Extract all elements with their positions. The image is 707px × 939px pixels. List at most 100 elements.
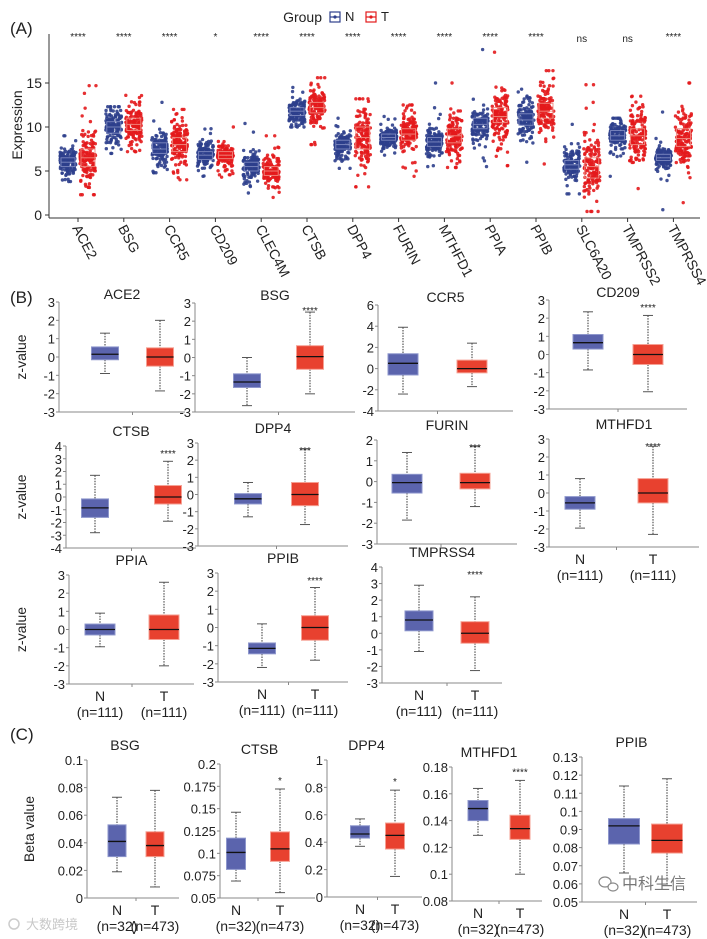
data-point bbox=[541, 80, 545, 85]
data-point bbox=[503, 88, 507, 92]
data-point bbox=[242, 172, 246, 177]
normal-box bbox=[391, 451, 423, 521]
tumor-box bbox=[584, 157, 600, 179]
data-point bbox=[311, 117, 316, 121]
data-point bbox=[611, 125, 615, 129]
y-axis-label: z-value bbox=[13, 334, 29, 379]
data-point bbox=[412, 174, 416, 178]
group-label-t: T bbox=[391, 901, 400, 917]
data-point bbox=[678, 157, 682, 162]
box bbox=[154, 485, 182, 505]
data-point bbox=[491, 139, 495, 143]
gene-group-tmprss2 bbox=[608, 94, 648, 222]
tumor-box bbox=[80, 148, 96, 168]
data-point bbox=[70, 158, 75, 162]
data-point bbox=[657, 144, 662, 148]
data-point bbox=[225, 147, 229, 151]
data-point bbox=[298, 97, 302, 101]
data-point bbox=[641, 105, 645, 109]
data-point bbox=[302, 125, 306, 129]
data-point bbox=[175, 122, 179, 127]
y-tick-label: -1 bbox=[53, 641, 65, 656]
data-point bbox=[538, 83, 543, 88]
data-point bbox=[633, 141, 637, 145]
tumor-box bbox=[637, 445, 669, 535]
data-point bbox=[159, 142, 164, 147]
data-point bbox=[576, 152, 581, 157]
data-point bbox=[673, 125, 678, 129]
data-point bbox=[216, 139, 221, 144]
data-point bbox=[159, 163, 164, 168]
data-point bbox=[231, 125, 236, 129]
data-point bbox=[82, 169, 87, 174]
data-point bbox=[588, 186, 592, 190]
data-point bbox=[379, 122, 383, 126]
data-point bbox=[157, 162, 161, 166]
data-point bbox=[344, 144, 349, 148]
data-point bbox=[181, 148, 186, 152]
data-point bbox=[256, 157, 261, 162]
data-point bbox=[274, 170, 279, 175]
data-point bbox=[530, 130, 535, 135]
data-point bbox=[485, 129, 489, 134]
data-point bbox=[503, 124, 507, 128]
data-point bbox=[595, 199, 599, 204]
data-point bbox=[358, 110, 362, 114]
data-point bbox=[471, 111, 475, 115]
data-point bbox=[643, 116, 647, 120]
sample-count-t: (n=473) bbox=[643, 922, 692, 938]
normal-box bbox=[404, 584, 434, 653]
tumor-box bbox=[217, 151, 233, 160]
y-tick-label: 0.6 bbox=[305, 808, 323, 823]
normal-points bbox=[470, 47, 490, 169]
data-point bbox=[154, 133, 158, 138]
tumor-points bbox=[353, 97, 373, 189]
data-point bbox=[71, 144, 75, 148]
data-point bbox=[333, 159, 337, 163]
data-point bbox=[577, 145, 582, 149]
y-tick-label: 0 bbox=[371, 626, 378, 641]
data-point bbox=[379, 149, 384, 153]
data-point bbox=[184, 128, 189, 132]
data-point bbox=[403, 142, 407, 147]
data-point bbox=[627, 159, 632, 163]
data-point bbox=[426, 164, 430, 169]
data-point bbox=[689, 112, 694, 116]
data-point bbox=[498, 137, 502, 142]
data-point bbox=[319, 76, 323, 80]
data-point bbox=[65, 153, 70, 157]
data-point bbox=[363, 112, 368, 116]
data-point bbox=[266, 183, 271, 188]
data-point bbox=[595, 168, 600, 172]
data-point bbox=[111, 146, 115, 150]
data-point bbox=[683, 151, 687, 155]
data-point bbox=[424, 152, 429, 156]
data-point bbox=[582, 189, 586, 193]
significance-label: **** bbox=[645, 442, 661, 453]
data-point bbox=[399, 146, 404, 150]
plot-title: FURIN bbox=[426, 417, 469, 433]
data-point bbox=[132, 149, 137, 153]
data-point bbox=[502, 97, 507, 101]
data-point bbox=[495, 109, 500, 113]
box bbox=[675, 128, 691, 147]
box bbox=[630, 128, 646, 146]
data-point bbox=[79, 179, 83, 183]
data-point bbox=[390, 123, 395, 127]
normal-points bbox=[287, 85, 307, 129]
data-point bbox=[658, 140, 663, 144]
y-tick-label: -4 bbox=[50, 541, 62, 556]
data-point bbox=[484, 137, 489, 141]
data-point bbox=[456, 154, 460, 158]
data-point bbox=[611, 152, 616, 157]
data-point bbox=[494, 85, 498, 89]
data-point bbox=[538, 113, 543, 118]
data-point bbox=[197, 159, 201, 163]
y-tick-label: -2 bbox=[43, 387, 55, 402]
x-tick-label: CCR5 bbox=[161, 222, 193, 263]
normal-box bbox=[81, 474, 109, 534]
data-point bbox=[637, 136, 642, 141]
data-point bbox=[471, 137, 475, 141]
data-point bbox=[86, 156, 91, 161]
